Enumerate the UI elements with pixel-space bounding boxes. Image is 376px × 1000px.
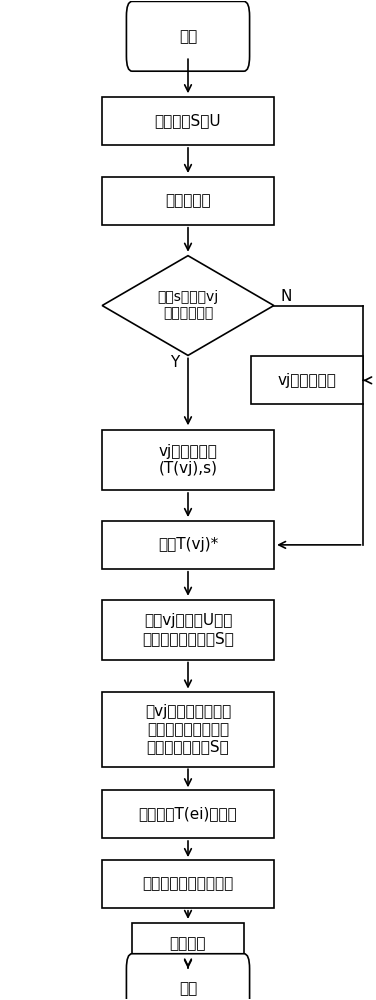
- Bar: [102, 692, 274, 767]
- Bar: [102, 97, 274, 145]
- Text: 将点vj从集合U中删
除，同时放入集合S中: 将点vj从集合U中删 除，同时放入集合S中: [142, 613, 234, 646]
- FancyBboxPatch shape: [126, 954, 250, 1000]
- Bar: [102, 430, 274, 490]
- Bar: [252, 356, 364, 404]
- Text: 起点s与节点vj
有无直线连接: 起点s与节点vj 有无直线连接: [158, 290, 218, 321]
- Text: 读取标号T(ei)并排序: 读取标号T(ei)并排序: [139, 807, 237, 822]
- Bar: [102, 790, 274, 838]
- Text: 点vj为新的出发点，
继续搜索，直至所有
节点都放入集合S中: 点vj为新的出发点， 继续搜索，直至所有 节点都放入集合S中: [145, 704, 231, 754]
- Bar: [102, 521, 274, 569]
- Text: vj的标号不变: vj的标号不变: [278, 373, 337, 388]
- Text: 输出结果: 输出结果: [170, 936, 206, 951]
- Text: 计算T(vj)*: 计算T(vj)*: [158, 537, 218, 552]
- Bar: [102, 600, 274, 660]
- Polygon shape: [102, 256, 274, 355]
- Bar: [102, 177, 274, 225]
- Bar: [102, 860, 274, 908]
- Text: vj的标号改为
(T(vj),s): vj的标号改为 (T(vj),s): [159, 444, 217, 476]
- FancyBboxPatch shape: [126, 1, 250, 71]
- Text: 结束: 结束: [179, 981, 197, 996]
- Text: 初始化参数: 初始化参数: [165, 193, 211, 208]
- Text: 反向搜索得到行驶路径: 反向搜索得到行驶路径: [143, 876, 233, 891]
- Text: N: N: [280, 289, 291, 304]
- Bar: [132, 923, 244, 965]
- Text: 开始: 开始: [179, 29, 197, 44]
- Text: Y: Y: [170, 355, 180, 370]
- Text: 定义集合S、U: 定义集合S、U: [155, 114, 221, 129]
